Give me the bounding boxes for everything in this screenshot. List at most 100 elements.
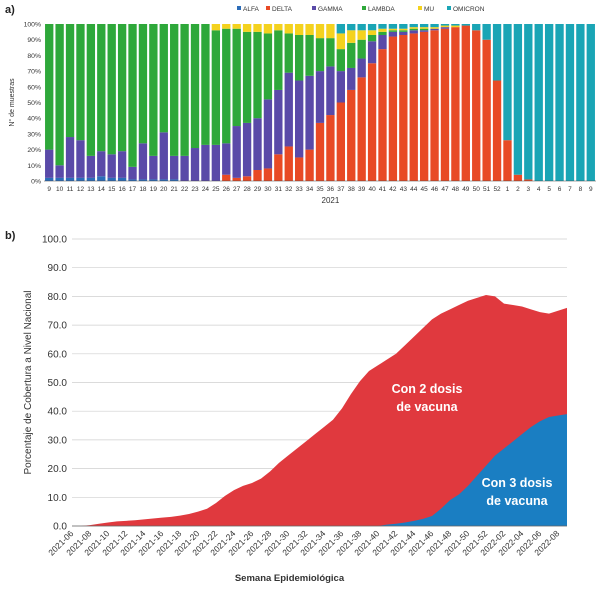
y-tick-label: 30% [27, 131, 41, 138]
bar-segment [357, 30, 366, 40]
bar-segment [367, 24, 377, 31]
bar-segment [274, 30, 283, 90]
bar-segment [138, 143, 148, 180]
bar-segment [222, 28, 231, 144]
x-tick-label: 29 [254, 186, 262, 193]
bar-segment [128, 166, 137, 180]
bar-stack [461, 24, 470, 181]
bar-segment [263, 168, 273, 181]
bar-segment [482, 39, 491, 182]
y-tick-label: 50% [27, 100, 41, 107]
bar-segment [55, 177, 64, 181]
bar-segment [117, 151, 127, 178]
bar-stack [482, 24, 491, 182]
bar-segment [419, 28, 429, 31]
bar-segment [388, 30, 398, 32]
x-tick-label: 5 [547, 186, 551, 193]
bar-segment [419, 27, 429, 29]
bar-stack [284, 24, 293, 181]
bar-stack [76, 24, 85, 181]
bar-stack [138, 24, 148, 181]
bar-segment [242, 24, 252, 32]
bar-segment [399, 30, 408, 32]
bar-segment [159, 132, 168, 180]
x-tick-label: 26 [223, 186, 231, 193]
bar-segment [378, 28, 387, 32]
x-tick-label: 50 [473, 186, 481, 193]
bar-segment [253, 24, 262, 32]
x-tick-label: 17 [129, 186, 137, 193]
bar-segment [253, 170, 262, 181]
bar-segment [86, 177, 96, 181]
bar-stack [555, 24, 564, 181]
x-tick-label: 49 [462, 186, 470, 193]
bar-segment [128, 179, 137, 181]
x-tick-label: 40 [368, 186, 376, 193]
x-tick-label: 37 [337, 186, 345, 193]
bar-segment [201, 144, 210, 181]
bar-stack [222, 24, 231, 181]
bar-segment [440, 24, 450, 26]
bar-segment [347, 30, 356, 43]
bar-segment [305, 34, 314, 76]
bar-segment [513, 174, 523, 181]
bar-stack [242, 24, 252, 181]
bar-segment [336, 102, 345, 181]
x-tick-label: 35 [316, 186, 324, 193]
bar-segment [107, 24, 116, 155]
bar-stack [326, 24, 335, 181]
bar-segment [347, 89, 356, 181]
legend-label: DELTA [272, 6, 293, 13]
x-tick-label: 24 [202, 186, 210, 193]
x-tick-label: 7 [568, 186, 572, 193]
legend-label: ALFA [243, 6, 260, 13]
legend-swatch [418, 6, 422, 10]
x-tick-label: 45 [421, 186, 429, 193]
x-tick-label: 52 [493, 186, 501, 193]
bar-segment [524, 179, 533, 181]
bar-segment [305, 75, 314, 150]
legend-label: GAMMA [318, 6, 343, 13]
y-tick-label: 90.0 [48, 263, 68, 274]
bar-segment [107, 154, 116, 178]
bar-segment [388, 28, 398, 31]
bar-stack [544, 24, 554, 181]
bar-segment [284, 72, 293, 147]
bar-segment [440, 27, 450, 29]
bar-segment [138, 179, 148, 181]
bar-segment [555, 24, 564, 181]
bar-segment [336, 71, 345, 103]
bar-segment [430, 30, 439, 182]
bar-segment [149, 24, 158, 156]
bar-segment [76, 177, 85, 181]
bar-segment [274, 24, 283, 31]
bar-segment [399, 24, 408, 29]
bar-segment [378, 49, 387, 182]
bar-segment [76, 24, 85, 141]
bar-segment [367, 34, 377, 42]
bar-segment [347, 42, 356, 68]
bar-segment [347, 67, 356, 90]
bar-segment [503, 24, 512, 141]
x-tick-label: 1 [506, 186, 510, 193]
bar-segment [253, 118, 262, 171]
y-tick-label: 10% [27, 163, 41, 170]
bar-segment [461, 25, 470, 181]
bar-segment [482, 24, 491, 40]
year-label: 2021 [322, 196, 340, 205]
bar-stack [565, 24, 575, 181]
bar-stack [378, 24, 387, 182]
x-tick-label: 25 [212, 186, 220, 193]
bar-segment [409, 33, 418, 181]
y-tick-label: 70.0 [48, 321, 68, 332]
bar-stack [274, 24, 283, 181]
x-tick-label: 12 [77, 186, 85, 193]
bar-segment [409, 24, 418, 28]
bar-stack [201, 24, 210, 181]
bar-segment [222, 174, 231, 181]
bar-segment [295, 24, 304, 35]
bar-stack [409, 24, 418, 181]
legend-label: OMICRON [453, 6, 485, 13]
bar-segment [399, 31, 408, 35]
x-tick-label: 36 [327, 186, 335, 193]
